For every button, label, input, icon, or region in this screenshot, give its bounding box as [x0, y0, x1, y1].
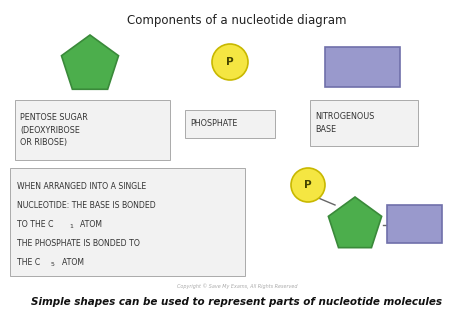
- Text: TO THE C: TO THE C: [17, 220, 54, 229]
- FancyBboxPatch shape: [387, 205, 442, 243]
- FancyBboxPatch shape: [15, 100, 170, 160]
- Text: NITROGENOUS
BASE: NITROGENOUS BASE: [315, 113, 374, 134]
- FancyBboxPatch shape: [310, 100, 418, 146]
- Text: Simple shapes can be used to represent parts of nucleotide molecules: Simple shapes can be used to represent p…: [31, 297, 443, 307]
- Text: 5: 5: [51, 262, 55, 267]
- Text: P: P: [304, 180, 312, 190]
- Text: ATOM: ATOM: [75, 220, 102, 229]
- Text: PENTOSE SUGAR
(DEOXYRIBOSE
OR RIBOSE): PENTOSE SUGAR (DEOXYRIBOSE OR RIBOSE): [20, 113, 88, 147]
- Text: ATOM: ATOM: [57, 258, 84, 267]
- FancyBboxPatch shape: [185, 110, 275, 138]
- Text: Components of a nucleotide diagram: Components of a nucleotide diagram: [127, 14, 347, 27]
- FancyBboxPatch shape: [10, 168, 245, 276]
- Polygon shape: [62, 35, 118, 89]
- Text: THE C: THE C: [17, 258, 40, 267]
- Text: THE PHOSPHATE IS BONDED TO: THE PHOSPHATE IS BONDED TO: [17, 239, 140, 248]
- Text: Copyright © Save My Exams, All Rights Reserved: Copyright © Save My Exams, All Rights Re…: [177, 283, 297, 289]
- Circle shape: [291, 168, 325, 202]
- Text: NUCLEOTIDE: THE BASE IS BONDED: NUCLEOTIDE: THE BASE IS BONDED: [17, 201, 156, 210]
- Text: 1: 1: [69, 224, 73, 229]
- Text: WHEN ARRANGED INTO A SINGLE: WHEN ARRANGED INTO A SINGLE: [17, 182, 146, 191]
- Text: P: P: [226, 57, 234, 67]
- Text: PHOSPHATE: PHOSPHATE: [190, 119, 237, 128]
- Circle shape: [212, 44, 248, 80]
- Polygon shape: [328, 197, 382, 248]
- FancyBboxPatch shape: [325, 47, 400, 87]
